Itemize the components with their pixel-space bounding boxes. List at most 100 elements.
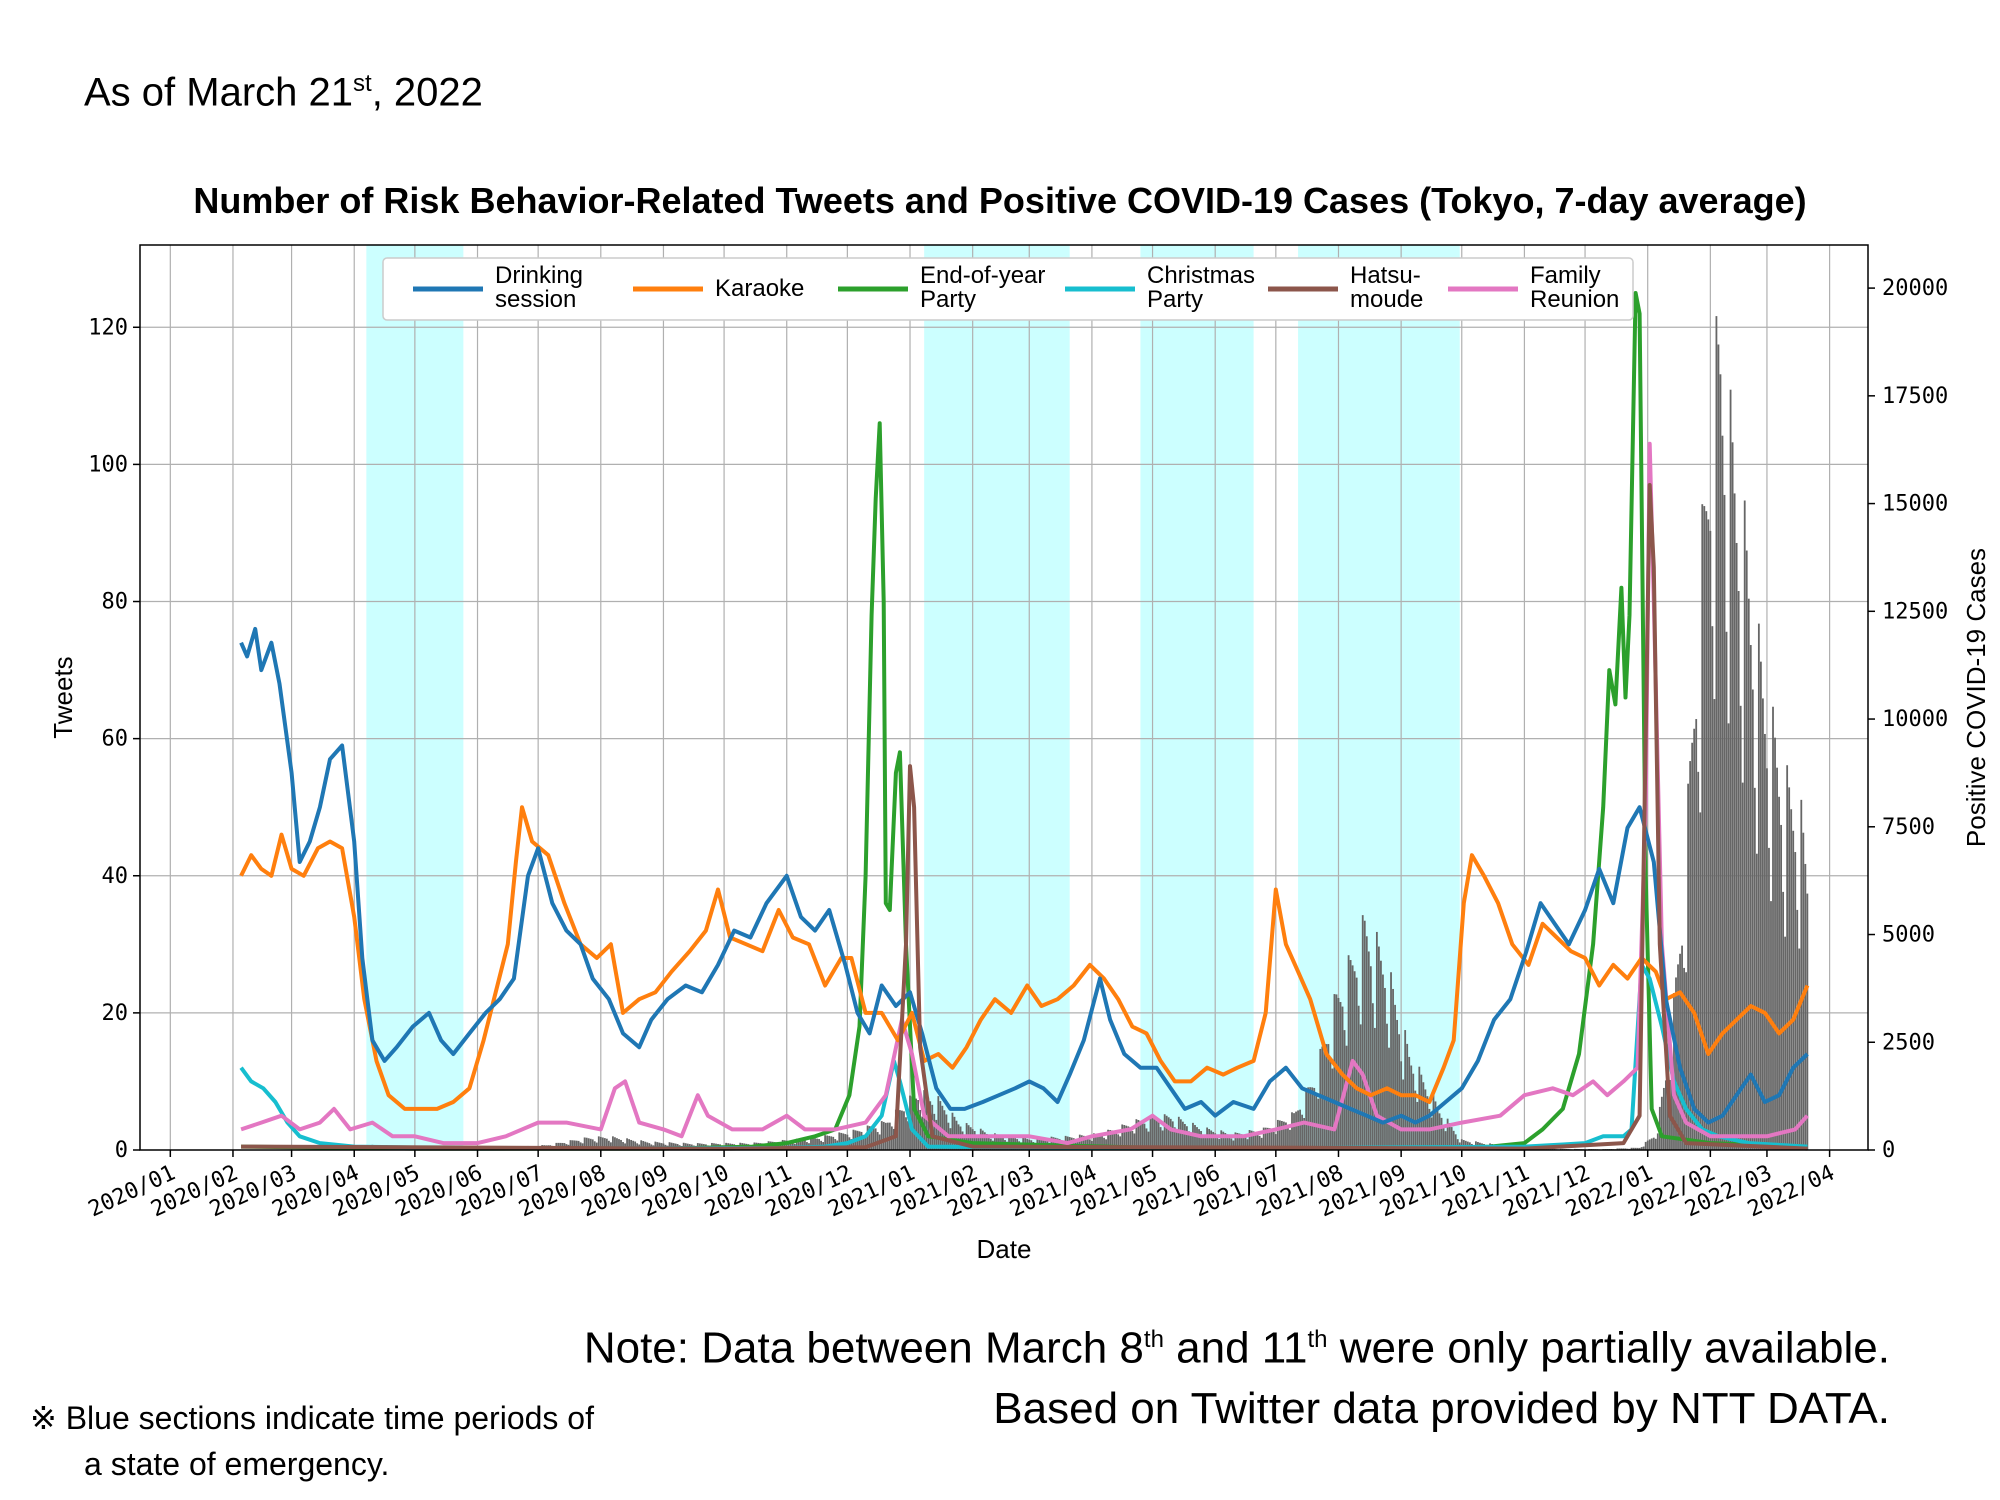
cases-bar [1246,1139,1249,1150]
cases-bar [618,1139,620,1150]
cases-bar [1749,645,1752,1150]
legend-label-family: Family Reunion [1530,262,1619,313]
cases-bar [1648,1139,1651,1150]
cases-bar [622,1142,624,1150]
cases-bar [917,1100,920,1150]
cases-bar [1194,1125,1196,1150]
cases-bar [1173,1127,1176,1150]
y-tick-label: 120 [88,315,128,340]
y2-tick-label: 10000 [1882,707,1948,732]
cases-bar [1331,1068,1334,1150]
cases-bar [1202,1134,1204,1150]
cases-bar [840,1132,843,1150]
cases-bar [933,1113,936,1150]
cases-bar [1388,1047,1390,1150]
cases-bar [1804,863,1807,1150]
cases-bar [632,1140,635,1150]
cases-bar [1753,787,1756,1150]
cases-bar [1280,1120,1283,1150]
cases-bar [1181,1121,1184,1150]
cases-bar [937,1096,940,1150]
cases-bar [1460,1139,1463,1150]
cases-bar [1349,960,1352,1150]
cases-bar [1618,1148,1621,1150]
cases-bar [1220,1130,1223,1150]
cases-bar [1410,1065,1413,1150]
cases-bar [1333,994,1336,1150]
cases-bar [1444,1131,1447,1150]
cases-bar [1206,1127,1209,1150]
y2-tick-label: 12500 [1882,599,1948,624]
cases-bar [797,1139,800,1150]
cases-bar [1297,1110,1299,1150]
cases-bar [870,1126,873,1150]
cases-bar [850,1139,853,1150]
cases-bar [880,1121,883,1150]
y2-tick-label: 7500 [1882,815,1935,840]
cases-bar [1691,742,1694,1150]
cases-bar [1214,1133,1217,1150]
cases-bar [1242,1134,1245,1150]
y2-tick-label: 20000 [1882,276,1948,301]
cases-bar [1800,799,1803,1150]
y-tick-label: 0 [115,1138,128,1163]
cases-bar [1733,493,1736,1150]
cases-bar [607,1140,610,1150]
cases-bar [886,1122,889,1150]
cases-bar [866,1125,869,1150]
cases-bar [1786,765,1789,1150]
cases-bar [1159,1127,1162,1150]
cases-bar [1272,1131,1275,1150]
cases-bar [1418,1066,1421,1150]
cases-bar [1303,1118,1306,1150]
cases-bar [915,1098,917,1150]
cases-bar [1638,1147,1641,1150]
cases-bar [919,1109,922,1150]
cases-bar [628,1139,630,1150]
cases-bar [804,1140,806,1150]
cases-bar [1341,1006,1344,1150]
cases-bar [1276,1119,1279,1150]
cases-bar [1703,506,1706,1150]
cases-bar [1660,1096,1663,1150]
cases-bar [1380,960,1382,1150]
cases-bar [1652,1137,1655,1150]
cases-bar [1121,1124,1124,1150]
cases-bar [1440,1117,1443,1150]
cases-bar [1654,1138,1657,1150]
cases-bar [1198,1129,1200,1150]
cases-bar [1351,965,1354,1150]
cases-bar [603,1138,606,1150]
cases-bar [1396,1019,1398,1150]
cases-bar [1119,1136,1122,1150]
cases-bar [1111,1130,1114,1150]
cases-bar [1236,1132,1239,1150]
cases-bar [1711,626,1714,1150]
cases-bar [1683,967,1685,1150]
cases-bar [1183,1123,1186,1150]
cases-bar [1404,1030,1407,1150]
cases-bar [1365,936,1368,1150]
cases-bar [1145,1128,1148,1150]
cases-bar [1084,1136,1087,1150]
cases-bar [1345,1045,1348,1150]
cases-bar [1204,1137,1206,1150]
cases-bar [1731,442,1734,1150]
cases-bar [872,1127,875,1150]
cases-bar [1426,1096,1429,1150]
cases-bar [1283,1121,1285,1150]
cases-bar [654,1141,657,1150]
cases-bar [1701,504,1704,1150]
cases-bar [573,1140,576,1150]
cases-bar [1693,728,1696,1150]
cases-bar [1721,435,1724,1151]
cases-bar [1228,1135,1231,1150]
cases-bar [787,1141,790,1150]
cases-bar [921,1116,924,1150]
cases-bar [1646,1140,1649,1150]
cases-bar [1137,1120,1140,1150]
cases-bar [1135,1119,1138,1150]
series-line-family [240,441,1809,1146]
cases-bar [979,1128,982,1150]
cases-bar [1762,698,1764,1150]
